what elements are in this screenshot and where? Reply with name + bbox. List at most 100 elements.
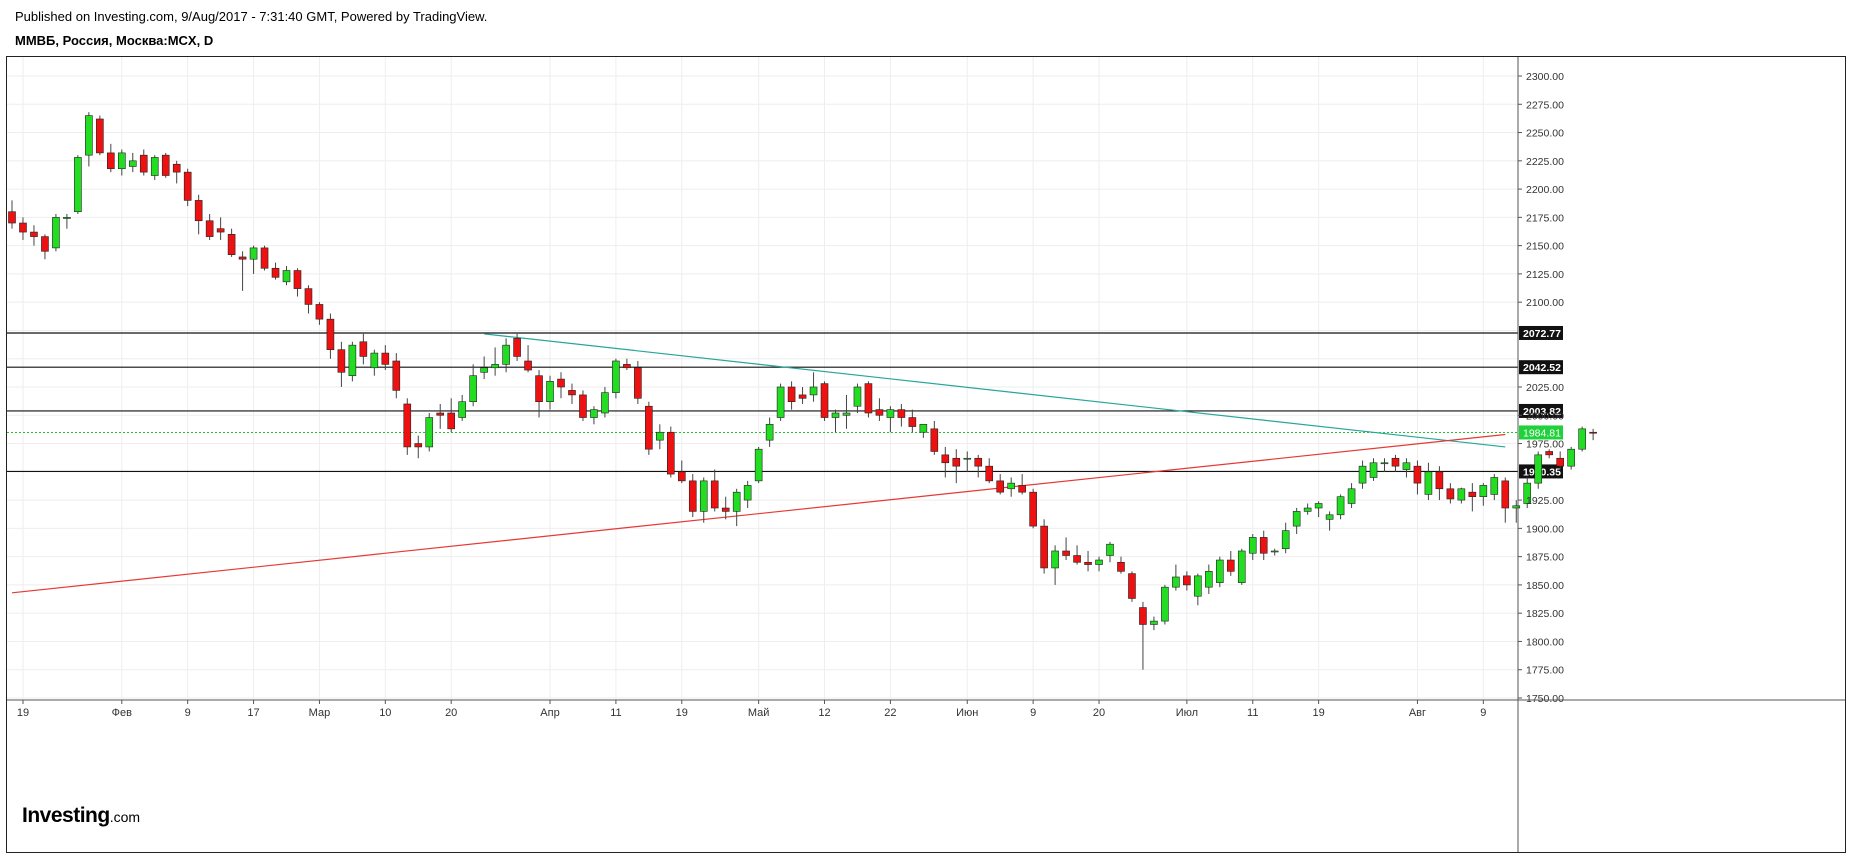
- y-tick-label: 2175.00: [1526, 212, 1564, 224]
- y-tick-label: 1850.00: [1526, 580, 1564, 592]
- chart-frame: [6, 56, 1846, 853]
- y-tick-label: 1825.00: [1526, 608, 1564, 620]
- candle-body: [1183, 575, 1191, 586]
- x-tick-label: Июл: [1176, 707, 1198, 719]
- level-label: 2072.77: [1523, 328, 1561, 340]
- candle-body: [1424, 471, 1433, 495]
- candle-body: [1479, 485, 1488, 497]
- y-tick-label: 2025.00: [1526, 382, 1564, 394]
- y-tick-label: 1800.00: [1526, 636, 1564, 648]
- candle-body: [677, 471, 686, 482]
- candle-body: [612, 360, 620, 393]
- x-tick-label: 9: [1030, 707, 1036, 719]
- candle-body: [1292, 511, 1301, 527]
- candle-body: [985, 465, 994, 482]
- candle-body: [414, 443, 423, 448]
- candle-body: [249, 247, 258, 260]
- candle-body: [590, 409, 598, 418]
- x-tick-label: 19: [1312, 707, 1324, 719]
- candle-body: [1325, 514, 1334, 520]
- candle-body: [118, 152, 126, 170]
- candle-body: [458, 401, 466, 418]
- y-tick-label: 2200.00: [1526, 184, 1564, 196]
- candle-body: [1578, 428, 1586, 450]
- candle-body: [1490, 477, 1499, 495]
- candle-body: [699, 480, 708, 512]
- candle-body: [1523, 482, 1532, 504]
- candle-body: [952, 457, 961, 467]
- candle-body: [348, 344, 357, 376]
- candle-body: [919, 424, 928, 433]
- candle-body: [293, 270, 302, 289]
- y-tick-label: 1975.00: [1526, 439, 1564, 451]
- x-tick-label: Июн: [956, 707, 978, 719]
- investing-logo[interactable]: Investing.com: [22, 804, 140, 828]
- candle-body: [1248, 537, 1257, 554]
- candle-body: [1468, 491, 1477, 497]
- candle-body: [1172, 576, 1180, 588]
- candle-body: [8, 211, 16, 224]
- candle-body: [1029, 491, 1037, 527]
- candle-body: [1084, 561, 1092, 565]
- candle-body: [524, 360, 532, 371]
- candle-body: [875, 409, 884, 416]
- candle-body: [304, 288, 313, 305]
- x-tick-label: 10: [379, 707, 391, 719]
- candle-body: [85, 115, 93, 156]
- candle-body: [447, 412, 456, 430]
- candle-body: [546, 381, 554, 403]
- y-tick-label: 2100.00: [1526, 297, 1564, 309]
- x-tick-label: 20: [445, 707, 457, 719]
- y-tick-label: 2125.00: [1526, 269, 1564, 281]
- candle-body: [535, 375, 543, 403]
- candle-body: [1007, 482, 1015, 490]
- candle-body: [63, 217, 71, 219]
- candle-body: [1391, 457, 1400, 467]
- y-tick-label: 2225.00: [1526, 156, 1564, 168]
- x-tick-label: Мар: [309, 707, 331, 719]
- candle-body: [1303, 507, 1312, 512]
- candle-body: [809, 386, 818, 396]
- candle-body: [370, 352, 379, 369]
- candle-body: [74, 157, 82, 213]
- candle-body: [1117, 561, 1125, 572]
- candle-body: [568, 390, 576, 396]
- candle-body: [623, 364, 631, 369]
- x-tick-label: 20: [1093, 707, 1105, 719]
- candle-body: [941, 454, 950, 464]
- candle-body: [19, 222, 27, 233]
- y-tick-label: 1750.00: [1526, 693, 1564, 705]
- x-tick-label: 12: [818, 707, 830, 719]
- candle-body: [381, 352, 390, 365]
- candle-body: [172, 163, 181, 173]
- candle-body: [1446, 488, 1455, 500]
- candle-body: [1237, 550, 1246, 583]
- y-tick-label: 2275.00: [1526, 99, 1564, 111]
- last-price-label: 1984.81: [1523, 427, 1561, 439]
- y-tick-label: 1775.00: [1526, 665, 1564, 677]
- candle-body: [579, 394, 587, 418]
- candle-body: [52, 217, 60, 249]
- candle-body: [1062, 550, 1070, 556]
- candle-body: [1457, 488, 1466, 501]
- candle-body: [656, 431, 664, 441]
- candle-body: [1435, 471, 1444, 490]
- candle-body: [194, 200, 203, 222]
- candle-body: [1545, 451, 1553, 456]
- trendline: [11, 433, 1506, 594]
- x-tick-label: Авг: [1409, 707, 1426, 719]
- level-label: 2042.52: [1523, 362, 1561, 374]
- candle-body: [139, 154, 148, 173]
- candle-body: [1259, 537, 1268, 554]
- candle-body: [150, 157, 159, 176]
- candle-body: [1589, 431, 1597, 434]
- candle-body: [425, 417, 434, 448]
- candle-body: [1534, 454, 1543, 484]
- x-tick-label: 22: [884, 707, 896, 719]
- candle-body: [326, 318, 335, 350]
- candle-body: [359, 341, 368, 357]
- candle-body: [392, 360, 401, 391]
- candle-body: [831, 412, 840, 418]
- candle-body: [1205, 571, 1213, 588]
